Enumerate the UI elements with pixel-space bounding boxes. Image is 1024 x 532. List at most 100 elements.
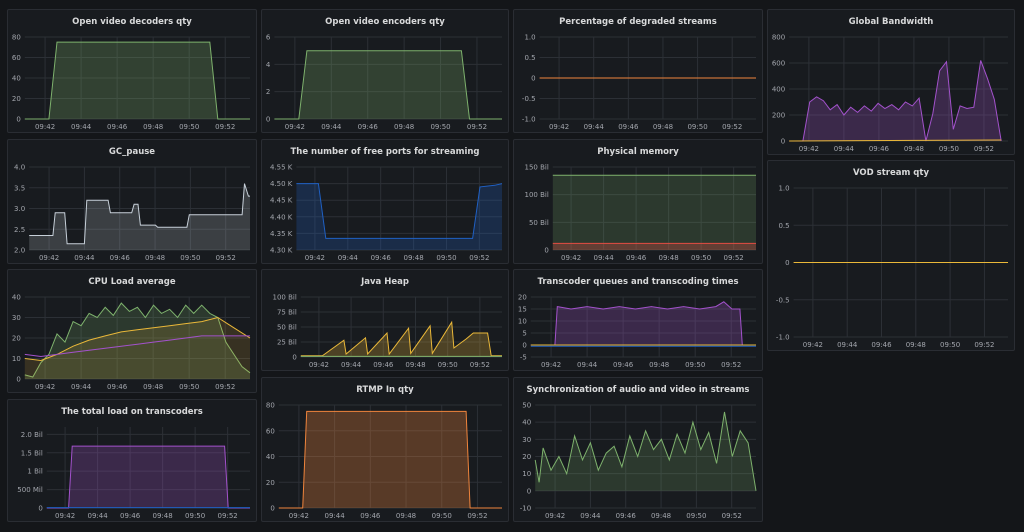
x-tick-label: 09:42 <box>39 254 59 262</box>
y-tick-label: 0 <box>781 138 785 146</box>
x-tick-label: 09:48 <box>906 341 926 349</box>
y-tick-label: 50 Bil <box>277 324 297 332</box>
x-tick-label: 09:42 <box>35 383 55 391</box>
x-tick-label: 09:52 <box>218 512 238 520</box>
y-tick-label: 4.40 K <box>270 213 293 221</box>
y-tick-label: 10 <box>522 470 531 478</box>
panel-title: Synchronization of audio and video in st… <box>526 385 750 395</box>
y-tick-label: -0.5 <box>776 296 790 304</box>
series-area-1 <box>552 243 756 250</box>
y-tick-label: 0 <box>527 487 531 495</box>
y-tick-label: 20 <box>12 335 21 343</box>
chart-cpu-load: 0 10 20 30 40 09:42 09:44 09:46 09:48 09:50 09:52 <box>12 294 251 391</box>
series-line-0 <box>24 41 250 120</box>
panel-gc-pause[interactable]: GC_pause 2.0 2.5 3.0 3.5 4.0 09:42 09:44 09:46 0… <box>7 139 257 264</box>
x-tick-label: 09:52 <box>467 512 487 520</box>
series-line-0 <box>296 183 503 239</box>
y-tick-label: 4.50 K <box>270 180 293 188</box>
x-tick-label: 09:46 <box>626 254 647 262</box>
y-tick-label: 4.55 K <box>270 164 293 172</box>
panel-open-video-encoders[interactable]: Open video encoders qty 0 2 4 6 09:42 09:44 09… <box>261 9 509 133</box>
y-tick-label: 0 <box>292 354 296 362</box>
panel-title: Percentage of degraded streams <box>559 17 717 27</box>
y-tick-label: 2.5 <box>14 226 25 234</box>
x-tick-label: 09:46 <box>616 512 637 520</box>
y-tick-label: 200 <box>772 112 785 120</box>
x-tick-label: 09:52 <box>974 145 994 153</box>
panel-av-sync[interactable]: Synchronization of audio and video in st… <box>513 377 763 522</box>
x-tick-label: 09:42 <box>305 254 325 262</box>
y-tick-label: 25 Bil <box>277 339 297 347</box>
x-tick-label: 09:52 <box>469 254 489 262</box>
panel-rtmp-in[interactable]: RTMP In qty 0 20 40 60 80 09:42 09:44 09:46 09:4… <box>261 377 509 522</box>
x-tick-label: 09:44 <box>577 361 598 369</box>
y-tick-label: 0 <box>544 247 548 255</box>
y-tick-label: 0 <box>266 116 270 124</box>
panel-title: The total load on transcoders <box>61 407 203 417</box>
x-tick-label: 09:48 <box>403 254 423 262</box>
panel-vod-stream[interactable]: VOD stream qty -1.0 -0.5 0 0.5 1.0 09:42 09:44… <box>767 160 1015 351</box>
y-tick-label: 50 Bil <box>529 219 549 227</box>
panel-title: CPU Load average <box>88 277 176 287</box>
chart-gc-pause: 2.0 2.5 3.0 3.5 4.0 09:42 09:44 09:46 09:48 09:50… <box>14 164 251 262</box>
panel-title: Open video decoders qty <box>72 17 192 27</box>
x-tick-label: 09:42 <box>55 512 75 520</box>
panel-title: VOD stream qty <box>853 168 929 178</box>
y-tick-label: 0 <box>38 505 42 513</box>
x-tick-label: 09:48 <box>394 123 414 131</box>
y-tick-label: 40 <box>522 419 531 427</box>
panel-global-bandwidth[interactable]: Global Bandwidth 0 200 400 600 800 09:42 09:44… <box>767 9 1015 155</box>
x-tick-label: 09:48 <box>904 145 924 153</box>
x-tick-label: 09:48 <box>651 512 671 520</box>
series-area-0 <box>24 42 250 119</box>
x-tick-label: 09:52 <box>467 123 487 131</box>
panel-open-video-decoders[interactable]: Open video decoders qty 0 20 40 60 80 09:42 09… <box>7 9 257 133</box>
panel-transcoder-queues[interactable]: Transcoder queues and transcoding times … <box>513 269 763 371</box>
y-tick-label: 0 <box>785 259 789 267</box>
series-area-0 <box>278 411 502 508</box>
y-tick-label: 5 <box>522 330 526 338</box>
x-tick-label: 09:46 <box>110 254 131 262</box>
y-tick-label: 20 <box>522 453 531 461</box>
x-tick-label: 09:44 <box>325 512 346 520</box>
panel-java-heap[interactable]: Java Heap 0 25 Bil 50 Bil 75 Bil 100 Bil 09:4… <box>261 269 509 371</box>
chart-java-heap: 0 25 Bil 50 Bil 75 Bil 100 Bil 09:42 09:44 09:4… <box>273 294 502 369</box>
series-line-0 <box>789 60 1002 142</box>
panel-total-load[interactable]: The total load on transcoders 0 500 Mil 1 … <box>7 399 257 522</box>
x-tick-label: 09:46 <box>869 145 890 153</box>
panel-free-ports[interactable]: The number of free ports for streaming 4… <box>261 139 509 264</box>
x-tick-label: 09:44 <box>837 341 858 349</box>
y-tick-label: 20 <box>12 95 21 103</box>
x-tick-label: 09:50 <box>687 123 707 131</box>
x-tick-label: 09:52 <box>974 341 994 349</box>
y-tick-label: 4.35 K <box>270 230 293 238</box>
series-line-1 <box>24 316 251 362</box>
x-tick-label: 09:50 <box>179 383 199 391</box>
chart-rtmp-in: 0 20 40 60 80 09:42 09:44 09:46 09:48 09:50 09:52 <box>266 402 502 520</box>
panel-physical-memory[interactable]: Physical memory 0 50 Bil 100 Bil 150 Bil 09:… <box>513 139 763 264</box>
panel-degraded-streams[interactable]: Percentage of degraded streams -1.0 -0.5 0… <box>513 9 763 133</box>
y-tick-label: 30 <box>522 436 531 444</box>
series-line-0 <box>29 183 250 245</box>
x-tick-label: 09:50 <box>432 512 452 520</box>
y-tick-label: 150 Bil <box>525 164 549 172</box>
series-area-0 <box>552 175 756 250</box>
panel-cpu-load[interactable]: CPU Load average 0 10 20 30 40 09:42 09:44 09:4… <box>7 269 257 393</box>
y-tick-label: 4.30 K <box>270 247 293 255</box>
y-tick-label: 10 <box>518 318 527 326</box>
x-tick-label: 09:48 <box>649 361 669 369</box>
x-tick-label: 09:52 <box>724 254 744 262</box>
series-area-0 <box>535 411 756 491</box>
x-tick-label: 09:46 <box>618 123 639 131</box>
x-tick-label: 09:50 <box>940 341 960 349</box>
y-tick-label: 60 <box>12 54 21 62</box>
y-tick-label: 3.0 <box>14 205 25 213</box>
x-tick-label: 09:42 <box>289 512 309 520</box>
panel-title: Transcoder queues and transcoding times <box>537 277 739 287</box>
y-tick-label: 20 <box>266 479 275 487</box>
chart-total-load: 0 500 Mil 1 Bil 1.5 Bil 2.0 Bil 09:42 09:44 09:… <box>17 427 250 520</box>
panel-title: GC_pause <box>108 147 156 157</box>
y-tick-label: 500 Mil <box>17 486 43 494</box>
y-tick-label: 0 <box>16 116 20 124</box>
y-tick-label: -5 <box>520 354 527 362</box>
